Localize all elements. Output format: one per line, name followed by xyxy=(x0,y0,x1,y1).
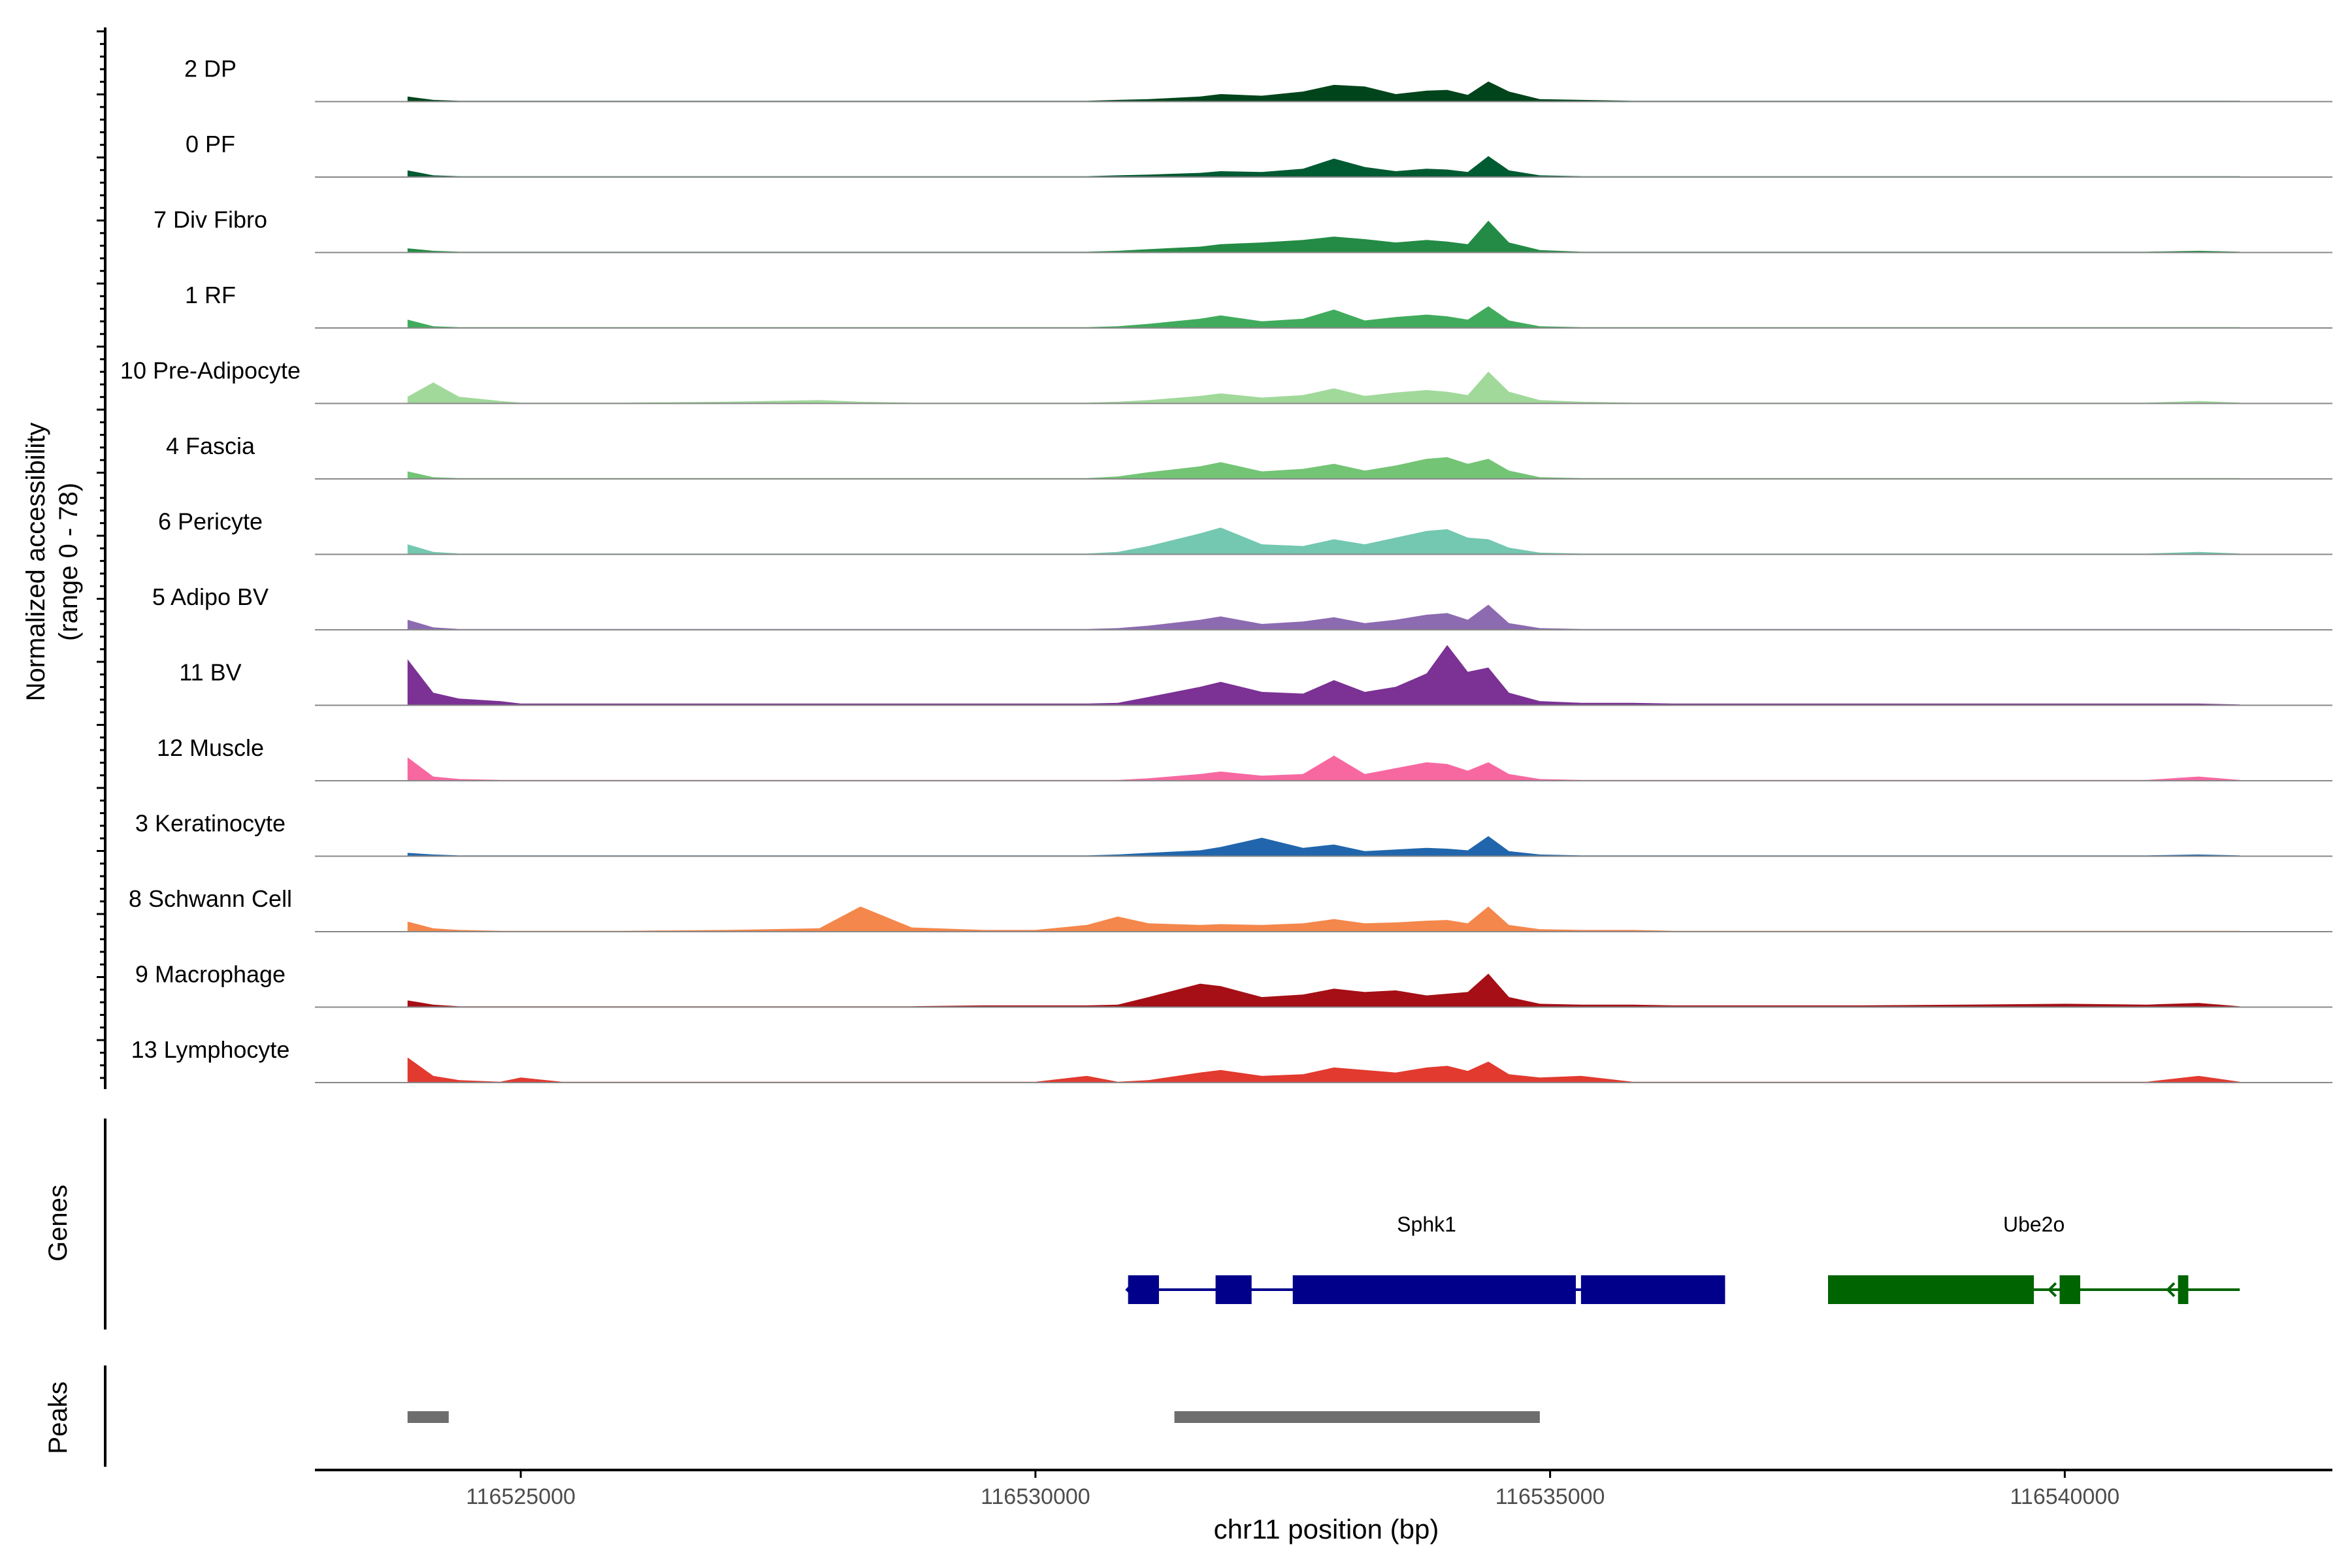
series-label: 1 RF xyxy=(185,282,236,308)
y-axis-range-label: (range 0 - 78) xyxy=(54,483,83,641)
gene-exon xyxy=(1128,1275,1159,1304)
x-axis: 116525000 116530000 116535000 116540000 xyxy=(315,1469,2332,1509)
coverage-area xyxy=(407,755,2240,781)
series-label: 8 Schwann Cell xyxy=(129,885,292,912)
series-label: 6 Pericyte xyxy=(158,508,263,535)
coverage-area xyxy=(407,906,2240,932)
gene-track: Sphk1 Ube2o xyxy=(104,1119,2240,1330)
gene-exon xyxy=(1292,1275,1576,1304)
coverage-area xyxy=(407,457,2240,479)
coverage-area xyxy=(407,836,2240,857)
gene-name: Ube2o xyxy=(2003,1213,2065,1236)
coverage-track: 4 Fascia xyxy=(166,433,2332,480)
coverage-track: 5 Adipo BV xyxy=(152,583,2332,630)
y-axis xyxy=(97,27,106,1089)
peak-bar xyxy=(1174,1411,1540,1423)
series-label: 0 PF xyxy=(186,131,235,157)
gene-exon xyxy=(2178,1275,2189,1304)
coverage-track: 8 Schwann Cell xyxy=(129,885,2332,932)
coverage-area xyxy=(407,306,2240,328)
gene-name: Sphk1 xyxy=(1397,1213,1456,1236)
series-label: 4 Fascia xyxy=(166,433,255,459)
coverage-area xyxy=(407,371,2240,404)
x-tick-label: 116535000 xyxy=(1495,1484,1605,1509)
coverage-track: 11 BV xyxy=(179,645,2332,706)
series-label: 11 BV xyxy=(179,659,241,686)
series-label: 10 Pre-Adipocyte xyxy=(120,357,301,384)
coverage-track: 12 Muscle xyxy=(157,734,2332,781)
x-tick-label: 116530000 xyxy=(981,1484,1090,1509)
strand-arrow xyxy=(2047,1282,2057,1298)
series-label: 3 Keratinocyte xyxy=(135,810,286,837)
coverage-tracks: 2 DP 0 PF 7 Div Fibro 1 RF 10 Pre-Adipocyte 4… xyxy=(120,56,2332,1083)
gene-exon xyxy=(1580,1275,1725,1304)
peaks-track-label: Peaks xyxy=(44,1381,73,1454)
series-label: 13 Lymphocyte xyxy=(131,1036,290,1063)
coverage-area xyxy=(407,220,2240,253)
coverage-track: 7 Div Fibro xyxy=(154,206,2332,253)
series-label: 9 Macrophage xyxy=(135,961,286,988)
gene: Sphk1 xyxy=(1125,1213,1725,1304)
coverage-area xyxy=(407,1057,2240,1083)
coverage-track: 10 Pre-Adipocyte xyxy=(120,357,2332,404)
coverage-track: 3 Keratinocyte xyxy=(135,810,2332,857)
series-label: 12 Muscle xyxy=(157,734,264,761)
coverage-area xyxy=(407,155,2240,177)
coverage-area xyxy=(407,527,2240,555)
coverage-track: 9 Macrophage xyxy=(135,961,2332,1008)
strand-arrow xyxy=(2166,1282,2176,1298)
peak-track xyxy=(104,1365,1540,1467)
coverage-area xyxy=(407,973,2240,1007)
gene-exon xyxy=(1215,1275,1252,1304)
coverage-track: 1 RF xyxy=(185,282,2332,329)
coverage-area xyxy=(407,604,2240,630)
gene: Ube2o xyxy=(1828,1213,2240,1304)
series-label: 5 Adipo BV xyxy=(152,583,269,610)
gene-exon xyxy=(2059,1275,2080,1304)
gene-exon xyxy=(1828,1275,2034,1304)
coverage-track: 6 Pericyte xyxy=(158,508,2332,555)
strand-arrow xyxy=(1125,1282,1135,1298)
x-axis-label: chr11 position (bp) xyxy=(1214,1514,1439,1544)
x-tick-label: 116540000 xyxy=(2010,1484,2120,1509)
coverage-area xyxy=(407,645,2240,706)
coverage-area xyxy=(407,81,2240,102)
coverage-track: 0 PF xyxy=(186,131,2332,178)
coverage-track: 13 Lymphocyte xyxy=(131,1036,2332,1083)
series-label: 2 DP xyxy=(184,56,237,82)
y-axis-label: Normalized accessibility xyxy=(22,423,50,702)
x-tick-label: 116525000 xyxy=(466,1484,576,1509)
series-label: 7 Div Fibro xyxy=(154,206,267,233)
peak-bar xyxy=(407,1411,449,1423)
coverage-track: 2 DP xyxy=(184,56,2332,103)
genes-track-label: Genes xyxy=(44,1184,73,1262)
